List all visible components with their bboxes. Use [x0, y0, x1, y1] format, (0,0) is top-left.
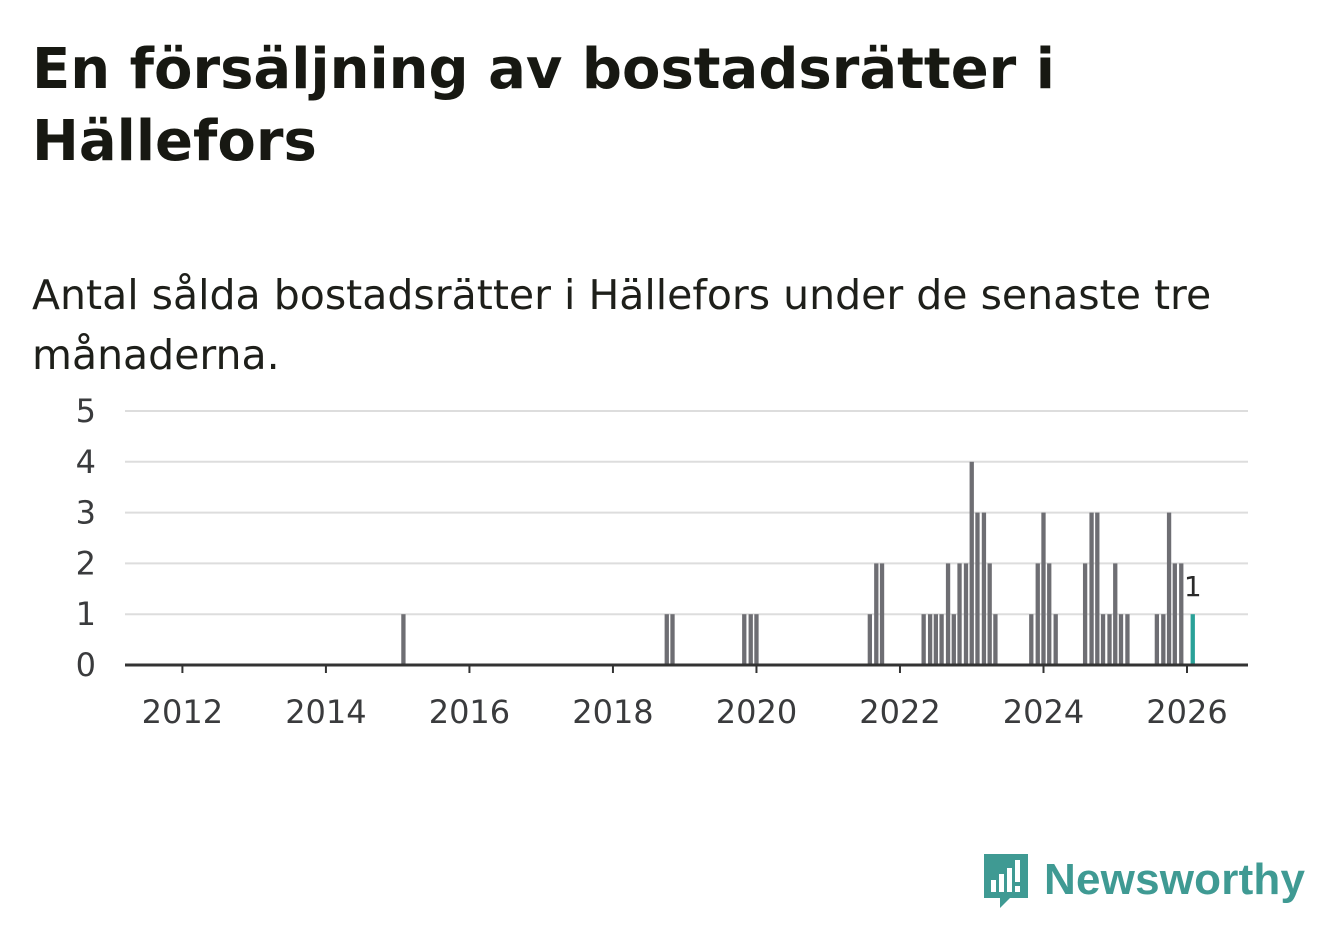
bar: [975, 512, 980, 665]
bar: [1053, 614, 1058, 665]
brand-logo[interactable]: Newsworthy: [980, 848, 1305, 912]
chart-subtitle: Antal sålda bostadsrätter i Hällefors un…: [32, 271, 1212, 379]
bar: [748, 614, 753, 665]
bar: [957, 563, 962, 665]
bar-chart: 0 1 2 3 4 5 2012 2014 2016 2018 2020 2022 2024 2026 1: [76, 392, 1248, 731]
bar: [933, 614, 939, 665]
bar: [1100, 614, 1106, 665]
bar: [927, 614, 933, 665]
x-tick-label: 2016: [429, 693, 510, 731]
bar: [664, 614, 669, 665]
bar: [1179, 563, 1184, 665]
bar: [670, 614, 675, 665]
x-tick-label: 2024: [1003, 693, 1084, 731]
bar: [981, 512, 987, 665]
bar: [742, 614, 747, 665]
bar: [1166, 512, 1172, 665]
bar: [1095, 512, 1100, 665]
x-tick-label: 2026: [1146, 693, 1227, 731]
bar: [969, 461, 974, 665]
y-tick-label: 1: [76, 595, 96, 633]
y-tick-label: 4: [76, 443, 96, 481]
bar: [1172, 563, 1177, 665]
bar: [1029, 614, 1034, 665]
bar: [401, 614, 406, 665]
chart-title: En försäljning av bostadsrätter i Hällef…: [32, 37, 1055, 174]
y-tick-label: 0: [76, 646, 96, 684]
x-tick-label: 2014: [285, 693, 366, 731]
bar: [951, 614, 956, 665]
bar: [939, 614, 944, 665]
bar: [1041, 512, 1046, 665]
bar: [921, 614, 926, 665]
bar: [1113, 563, 1118, 665]
x-tick-label: 2022: [859, 693, 940, 731]
data-label: 1: [1184, 570, 1202, 603]
brand-name: Newsworthy: [1044, 855, 1306, 904]
bar: [1089, 512, 1094, 665]
bar: [945, 563, 951, 665]
bar: [987, 563, 992, 665]
bar: [1082, 563, 1088, 665]
bar: [1118, 614, 1124, 665]
bar: [879, 563, 885, 665]
bar: [874, 563, 879, 665]
y-tick-label: 2: [76, 544, 96, 582]
x-tick-label: 2012: [142, 693, 223, 731]
highlight-bar: [1190, 614, 1195, 665]
y-tick-label: 3: [76, 494, 96, 532]
bar: [867, 614, 872, 665]
x-tick-label: 2018: [572, 693, 653, 731]
bar: [1107, 614, 1112, 665]
x-tick-label: 2020: [716, 693, 797, 731]
bar: [754, 614, 759, 665]
bar: [1035, 563, 1040, 665]
bar: [963, 563, 969, 665]
y-tick-label: 5: [76, 392, 96, 430]
bar: [1125, 614, 1130, 665]
bar: [1047, 563, 1052, 665]
bar: [993, 614, 998, 665]
newsworthy-logo-icon: [984, 854, 1028, 908]
bar: [1161, 614, 1166, 665]
bar: [1154, 614, 1160, 665]
